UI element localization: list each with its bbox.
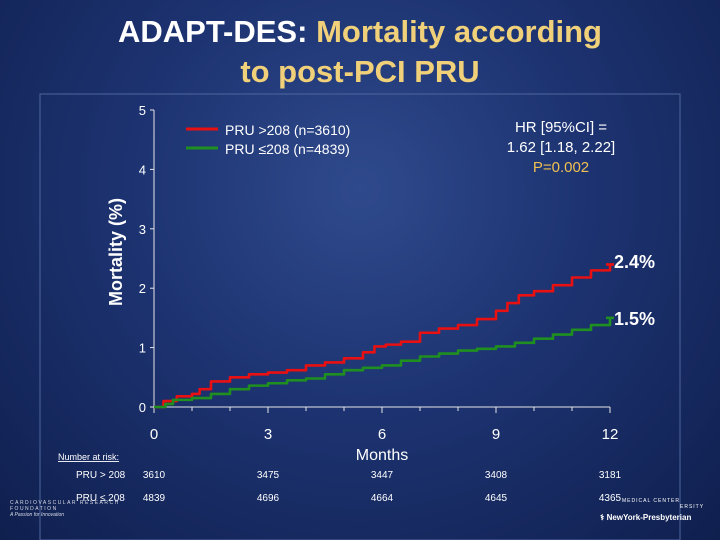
title-line-2: to post-PCI PRU	[240, 54, 480, 89]
risk-cell-r1-c4: 4365	[599, 493, 622, 504]
hospital-logo: ERSITY MEDICAL CENTER ⚕ NewYork-Presbyte…	[600, 498, 718, 522]
y-tick-label-5: 5	[139, 103, 146, 118]
legend-label-high: PRU >208 (n=3610)	[225, 122, 350, 138]
end-label-high: 2.4%	[614, 252, 655, 272]
x-tick-label-6: 6	[378, 426, 386, 443]
cvrf-org-line-1: CARDIOVASCULAR RESEARCH	[10, 500, 120, 506]
y-tick-label-4: 4	[139, 162, 146, 177]
y-tick-label-3: 3	[139, 222, 146, 237]
series-line-pru-low	[154, 317, 612, 409]
series-line-pru-high	[154, 264, 612, 409]
risk-cell-r1-c1: 4696	[257, 493, 280, 504]
risk-cell-r0-c4: 3181	[599, 470, 622, 481]
cvrf-logo: CARDIOVASCULAR RESEARCH FOUNDATION A Pas…	[10, 500, 130, 518]
slide-title: ADAPT-DES: Mortality according to post-P…	[60, 12, 660, 92]
y-tick-label-2: 2	[139, 281, 146, 296]
y-axis-label: Mortality (%)	[106, 198, 126, 306]
cvrf-tagline: A Passion for Innovation	[10, 512, 65, 518]
end-label-low: 1.5%	[614, 309, 655, 329]
nyp-icon: ⚕	[600, 513, 605, 522]
x-tick-label-0: 0	[150, 426, 158, 443]
risk-cell-r1-c2: 4664	[371, 493, 394, 504]
risk-cell-r1-c3: 4645	[485, 493, 508, 504]
risk-cell-r0-c3: 3408	[485, 470, 508, 481]
x-tick-label-12: 12	[602, 426, 619, 443]
risk-cell-r0-c0: 3610	[143, 470, 166, 481]
series-marks	[154, 263, 614, 409]
title-prefix: ADAPT-DES:	[117, 14, 308, 49]
university-text: ERSITY	[680, 504, 705, 510]
title-accent: Mortality according	[316, 14, 602, 49]
cvrf-org-line-2: FOUNDATION	[10, 506, 58, 512]
x-tick-label-3: 3	[264, 426, 272, 443]
risk-table-title: Number at risk:	[58, 452, 119, 462]
hr-line-1: HR [95%CI] =	[515, 119, 607, 136]
hr-line-2: 1.62 [1.18, 2.22]	[507, 139, 615, 156]
risk-cells: 3610 3475 3447 3408 3181 4839 4696 4664 4645 4365	[143, 470, 622, 504]
hr-pvalue: P=0.002	[533, 159, 589, 176]
risk-cell-r0-c2: 3447	[371, 470, 394, 481]
nyp-label: NewYork-Presbyterian	[606, 513, 692, 522]
risk-row-label-low: PRU ≤ 208	[76, 493, 125, 504]
risk-table: Number at risk: PRU > 208 PRU ≤ 208 3610…	[58, 452, 622, 504]
hazard-ratio-annotation: HR [95%CI] = 1.62 [1.18, 2.22] P=0.002	[507, 119, 615, 176]
legend-label-low: PRU ≤208 (n=4839)	[225, 141, 350, 157]
title-line-1: ADAPT-DES: Mortality according	[60, 12, 660, 52]
y-tick-label-1: 1	[139, 341, 146, 356]
medical-center-text: MEDICAL CENTER	[622, 498, 680, 504]
risk-row-label-high: PRU > 208	[76, 470, 126, 481]
y-tick-label-0: 0	[139, 400, 146, 415]
nyp-text: ⚕ NewYork-Presbyterian	[600, 513, 718, 522]
x-axis-label: Months	[356, 447, 408, 464]
risk-cell-r0-c1: 3475	[257, 470, 280, 481]
legend: PRU >208 (n=3610) PRU ≤208 (n=4839)	[186, 122, 350, 157]
plot-panel	[39, 93, 681, 540]
x-tick-label-9: 9	[492, 426, 500, 443]
risk-cell-r1-c0: 4839	[143, 493, 166, 504]
